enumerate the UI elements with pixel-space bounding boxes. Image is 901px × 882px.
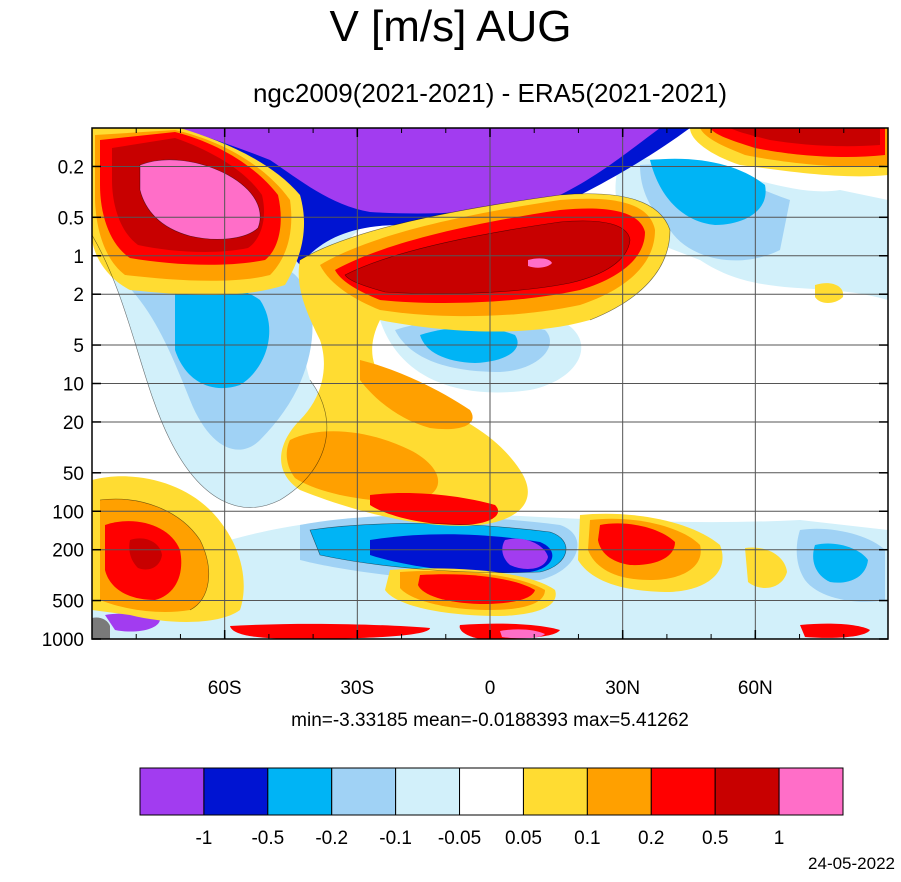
colorbar-label: -1 <box>195 828 212 849</box>
colorbar-label: 0.2 <box>638 828 664 849</box>
pos-red-mid <box>370 493 499 525</box>
colorbar-label: 1 <box>774 828 785 849</box>
y-tick-label: 200 <box>52 541 84 562</box>
pos-dkred-trop <box>345 220 630 294</box>
contour-line-overlay <box>92 159 671 611</box>
x-tick-label: 60N <box>738 678 773 699</box>
colorbar-label: -0.1 <box>379 828 412 849</box>
colorbar-swatch <box>586 767 652 816</box>
missing-data <box>92 617 110 639</box>
colorbar-swatch <box>331 767 397 816</box>
pos-red-mid2 <box>418 574 535 604</box>
y-tick-label: 0.5 <box>58 208 84 229</box>
contour-fields <box>92 128 888 639</box>
x-tick-label: 60S <box>208 678 242 699</box>
colorbar-label: -0.2 <box>315 828 348 849</box>
colorbar-label: 0.5 <box>702 828 728 849</box>
pos-yellow-nhsmall <box>815 283 844 303</box>
x-tick-label: 0 <box>485 678 496 699</box>
colorbar-swatch <box>459 767 524 816</box>
pos-dkred-nh-up <box>730 128 880 147</box>
neg-purple-trop <box>502 538 548 569</box>
pos-dkred-sh-low <box>129 538 162 570</box>
y-tick-label: 5 <box>73 336 84 357</box>
neg-strong-nhlow <box>813 543 868 583</box>
colorbar-swatch <box>267 767 333 816</box>
neg-purple-upper <box>180 128 660 214</box>
chart-subtitle: ngc2009(2021-2021) - ERA5(2021-2021) <box>252 78 728 108</box>
gridlines <box>92 128 888 639</box>
colorbar-label: 0.05 <box>505 828 542 849</box>
x-axis: 60S 30S 0 30N 60N <box>91 128 889 699</box>
y-tick-label: 500 <box>52 592 84 613</box>
y-tick-label: 10 <box>63 375 84 396</box>
pos-orange-trop2 <box>360 360 473 430</box>
x-tick-label: 30N <box>605 678 640 699</box>
y-tick-label: 2 <box>73 285 84 306</box>
colorbar-swatch <box>650 767 716 816</box>
stats-text: min=-3.33185 mean=-0.0188393 max=5.41262 <box>291 710 689 731</box>
colorbar: -1 -0.5 -0.2 -0.1 -0.05 0.05 0.1 0.2 0.5 1 <box>139 767 844 849</box>
colorbar-swatch <box>714 767 780 816</box>
colorbar-swatch <box>395 767 461 816</box>
y-axis: 0.2 0.5 1 2 5 10 20 50 100 200 500 1000 <box>42 157 888 651</box>
colorbar-label: 0.1 <box>574 828 600 849</box>
neg-strong-sh <box>175 284 270 389</box>
pos-red-nh-low <box>598 523 675 566</box>
colorbar-swatch <box>778 767 844 816</box>
pos-red-sfc3 <box>800 623 870 638</box>
y-tick-label: 20 <box>63 413 84 434</box>
date-stamp: 24-05-2022 <box>808 854 895 873</box>
colorbar-swatch <box>139 767 205 816</box>
plot-area <box>92 128 888 639</box>
colorbar-swatch <box>522 767 588 816</box>
pos-pink-sh-up <box>140 159 261 240</box>
y-tick-label: 1 <box>73 247 84 268</box>
y-tick-label: 100 <box>52 502 84 523</box>
colorbar-label: -0.05 <box>438 828 481 849</box>
x-tick-label: 30S <box>340 678 374 699</box>
pos-red-sfc <box>230 623 430 639</box>
y-tick-label: 1000 <box>42 630 84 651</box>
chart-title: V [m/s] AUG <box>329 2 572 51</box>
neg-strong-nh <box>650 158 766 225</box>
y-tick-label: 50 <box>63 464 84 485</box>
pos-pink-trop <box>528 258 552 268</box>
y-tick-label: 0.2 <box>58 157 84 178</box>
colorbar-label: -0.5 <box>251 828 284 849</box>
pos-orange-mid <box>286 431 439 502</box>
colorbar-swatch <box>203 767 269 816</box>
